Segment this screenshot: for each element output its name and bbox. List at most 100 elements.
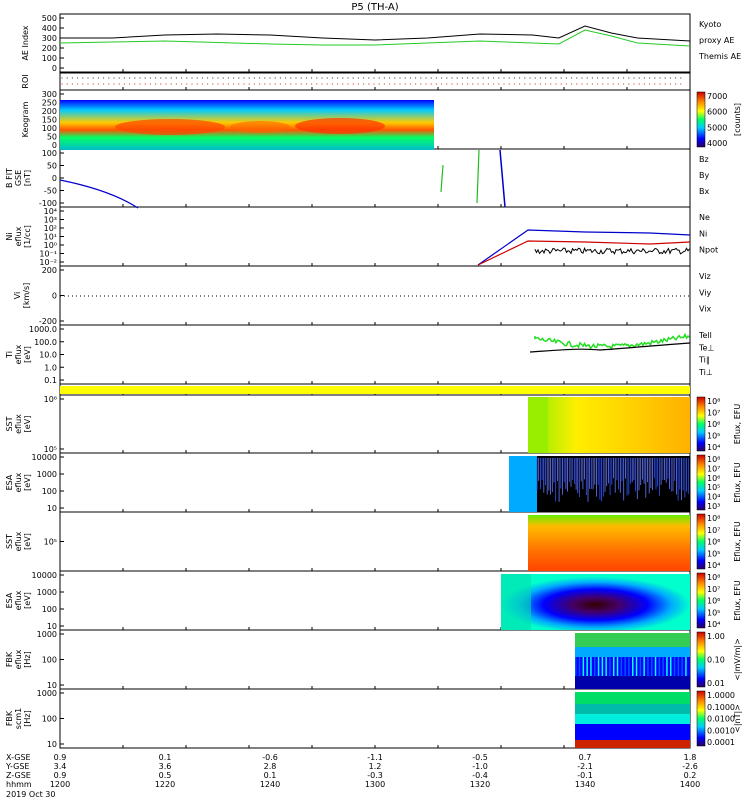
y-tick-label: 150 xyxy=(42,116,57,125)
legend-entry: Ti⊥ xyxy=(698,368,713,377)
x-tick-label: 0.1 xyxy=(264,771,277,780)
y-tick-label: 500 xyxy=(42,14,57,23)
y-tick-label: 1000.0 xyxy=(29,325,57,334)
colorbar-tick: 6000 xyxy=(707,108,727,117)
x-tick-label: -0.6 xyxy=(262,753,278,762)
kyoto-ae-line xyxy=(59,29,691,47)
y-tick-label: 200 xyxy=(42,266,57,275)
esa-ion-spectrogram xyxy=(509,456,690,512)
y-tick-label: 10² xyxy=(44,224,57,233)
x-tick-label: 0.5 xyxy=(159,771,172,780)
y-tick-label: 10 xyxy=(47,740,57,749)
y-tick-label: 10 xyxy=(47,622,57,631)
y-axis-label: ESAeflux[eV] xyxy=(5,590,32,610)
x-tick-label: -1.1 xyxy=(367,753,383,762)
y-tick-label: 0.1 xyxy=(44,376,57,385)
legend-entry: Themis AE xyxy=(698,52,741,61)
y-tick-label: 1000 xyxy=(37,630,57,639)
legend-entry: Ti∥ xyxy=(698,356,710,365)
y-tick-label: 10⁵ xyxy=(44,538,57,547)
colorbar xyxy=(696,396,706,452)
x-tick-label: 1.2 xyxy=(369,762,382,771)
colorbar-tick: 10⁶ xyxy=(707,538,720,547)
fbk-scm-spectrogram xyxy=(575,692,690,748)
temperature-traces xyxy=(529,332,691,353)
colorbar-tick: 10⁷ xyxy=(707,409,720,418)
esa-electron-spectrogram xyxy=(501,574,690,630)
y-tick-label: 0 xyxy=(52,174,57,183)
legend-entry: By xyxy=(699,171,709,180)
x-tick-label: -2.1 xyxy=(577,762,593,771)
colorbar-tick: 4000 xyxy=(707,139,727,148)
colorbar-tick: 0.0001 xyxy=(707,738,735,747)
sst-electron-spectrogram xyxy=(528,515,690,571)
colorbar-tick: 0.0010 xyxy=(707,726,735,735)
colorbar xyxy=(696,572,706,629)
fbk-efield-spectrogram xyxy=(575,633,690,689)
y-tick-label: 10000 xyxy=(32,453,57,462)
colorbar-tick: 10⁴ xyxy=(707,493,720,502)
colorbars: 7000600050004000[counts]10⁸10⁷10⁶10⁵10⁴E… xyxy=(696,91,742,747)
x-tick-label: -0.5 xyxy=(472,753,488,762)
y-tick-label: 10⁰ xyxy=(44,241,57,250)
x-row-label: Z-GSE xyxy=(6,771,31,780)
x-tick-label: 1220 xyxy=(155,780,175,789)
legend-entry: Bz xyxy=(699,155,709,164)
y-axis-label: FBKeflux[Hz] xyxy=(5,649,32,669)
panel-frame xyxy=(59,206,691,267)
legend-entry: Vix xyxy=(699,305,712,314)
legend-entry: Te⊥ xyxy=(698,343,714,352)
x-tick-label: 3.6 xyxy=(159,762,172,771)
x-tick-label: -2.6 xyxy=(682,762,698,771)
y-tick-label: 10⁵ xyxy=(44,445,57,454)
x-tick-label: 1300 xyxy=(365,780,385,789)
y-tick-label: 100 xyxy=(42,124,57,133)
y-tick-label: 400 xyxy=(42,24,57,33)
y-axis-label: ESAeflux[eV] xyxy=(5,472,32,492)
y-tick-label: 10³ xyxy=(44,216,57,225)
sst-ion-spectrogram xyxy=(528,397,690,453)
y-tick-label: 100 xyxy=(42,715,57,724)
y-tick-label: 10.0 xyxy=(39,351,57,360)
y-tick-label: 1000 xyxy=(37,689,57,698)
x-tick-label: 1.8 xyxy=(684,753,697,762)
colorbar-tick: 10⁷ xyxy=(707,526,720,535)
y-tick-label: -200 xyxy=(39,317,57,326)
colorbar-tick: 10⁵ xyxy=(707,608,720,617)
x-tick-label: 0.1 xyxy=(159,753,172,762)
flag-bar xyxy=(60,386,690,394)
x-tick-label: 0.9 xyxy=(54,771,67,780)
x-tick-label: 1320 xyxy=(470,780,490,789)
colorbar-tick: 10⁸ xyxy=(707,455,720,464)
themis-ae-line xyxy=(60,25,691,42)
y-tick-label: 1000 xyxy=(37,588,57,597)
legend-entry: Kyoto xyxy=(699,20,721,29)
y-tick-label: 10¹ xyxy=(44,233,57,242)
y-tick-label: 10000 xyxy=(32,571,57,580)
colorbar-label: Eflux, EFU xyxy=(733,404,742,445)
y-tick-label: 100 xyxy=(42,149,57,158)
y-axis-label: SSTeflux[eV] xyxy=(5,531,32,551)
colorbar-tick: 0.1000 xyxy=(707,703,735,712)
y-tick-label: 1000 xyxy=(37,470,57,479)
panel-frame xyxy=(59,324,691,385)
y-axis-label: ROI xyxy=(21,74,30,88)
x-tick-label: 2.8 xyxy=(264,762,277,771)
y-tick-label: 0 xyxy=(52,141,57,150)
x-row-label: X-GSE xyxy=(6,753,31,762)
x-tick-label: 1400 xyxy=(680,780,700,789)
y-axis-label: B FITGSE[nT] xyxy=(5,168,32,188)
legend-entry: Tell xyxy=(698,331,712,340)
y-tick-label: 250 xyxy=(42,99,57,108)
colorbar-tick: 10⁵ xyxy=(707,432,720,441)
colorbar-label: Eflux, EFU xyxy=(733,580,742,621)
x-tick-label: 3.4 xyxy=(54,762,67,771)
panel-frame xyxy=(59,13,691,73)
colorbar-tick: 10⁴ xyxy=(707,443,720,452)
plot-title: P5 (TH-A) xyxy=(351,2,398,13)
panel-frame xyxy=(59,265,691,326)
y-tick-label: 10⁶ xyxy=(44,395,57,404)
colorbar-tick: 10³ xyxy=(707,502,720,511)
density-traces xyxy=(477,229,691,266)
